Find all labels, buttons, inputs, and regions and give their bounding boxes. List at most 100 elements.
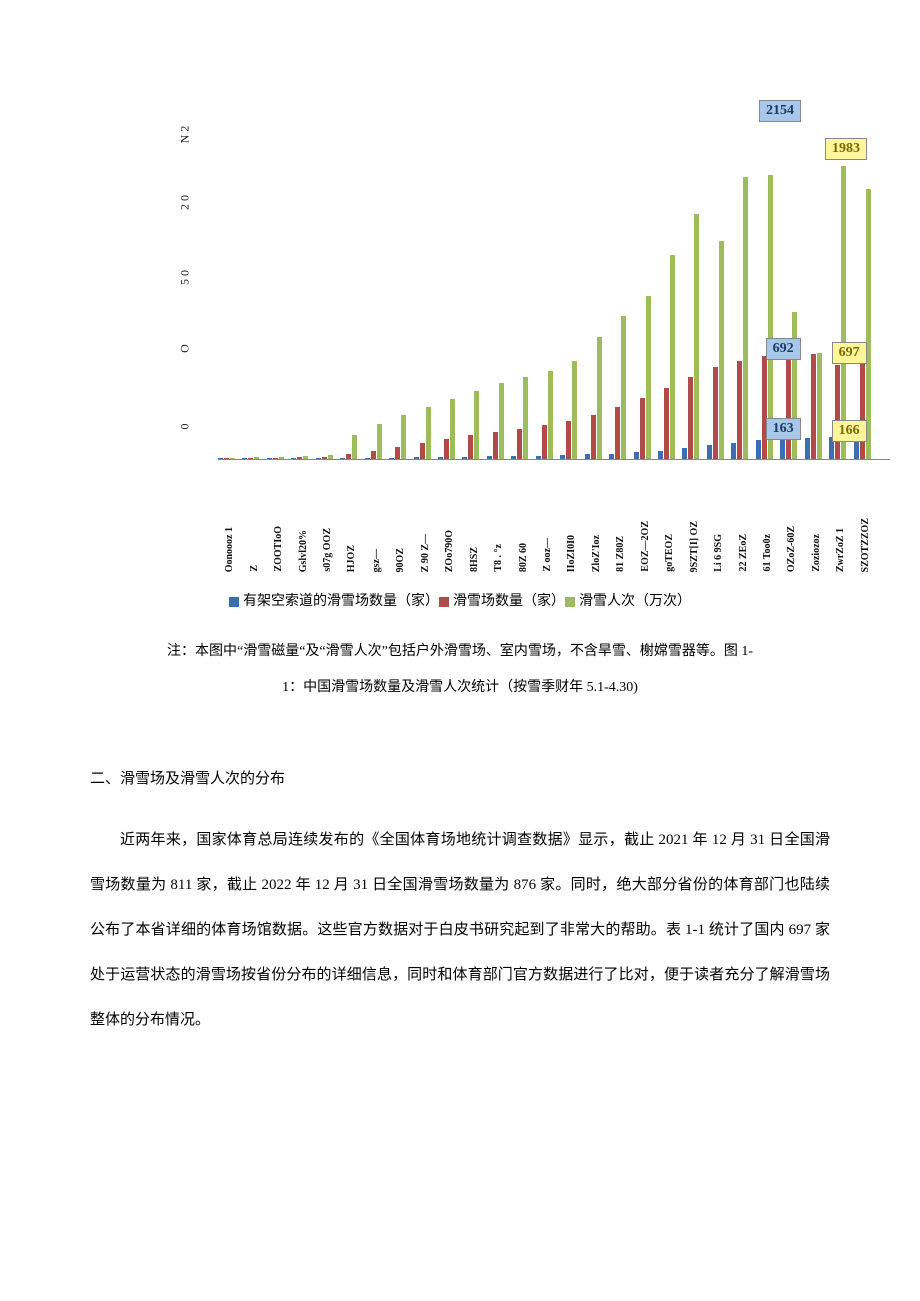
bar — [273, 458, 278, 459]
bar — [713, 367, 718, 459]
bar — [591, 415, 596, 459]
bar — [523, 377, 528, 459]
bar — [817, 353, 822, 459]
bar — [462, 457, 467, 459]
y-tick: O — [178, 334, 193, 364]
bar — [658, 451, 663, 459]
bar — [444, 439, 449, 459]
bar — [860, 364, 865, 459]
bar-group — [389, 415, 409, 459]
bar — [585, 454, 590, 459]
x-label: Gslvl20% — [298, 530, 309, 572]
bar — [316, 458, 321, 459]
x-label: goTEOZ — [664, 534, 675, 572]
y-tick: 5 0 — [178, 262, 193, 292]
bar — [340, 458, 345, 459]
legend-swatch — [439, 597, 449, 607]
x-label: Li 6 9SG — [713, 534, 724, 572]
bar — [303, 456, 308, 459]
bar — [536, 456, 541, 459]
bar — [279, 457, 284, 459]
bar — [352, 435, 357, 459]
y-axis: N 22 05 0O0 — [170, 120, 210, 460]
bar — [401, 415, 406, 459]
bar — [377, 424, 382, 459]
bar — [786, 353, 791, 459]
bar-group — [805, 353, 825, 459]
ski-chart: N 22 05 0O0 Oonoooz 1ZZOOTIoOGslvl20%s07… — [170, 120, 890, 500]
x-label: IIoZI0I0 — [566, 535, 577, 572]
bar — [682, 448, 687, 459]
bar — [426, 407, 431, 459]
legend-label: 滑雪人次（万次） — [579, 594, 691, 609]
bar — [438, 457, 443, 459]
bar — [248, 458, 253, 459]
bar — [224, 458, 229, 459]
bar-group — [462, 391, 482, 459]
bar — [835, 365, 840, 459]
bar — [242, 458, 247, 459]
x-label: 80Z 60 — [518, 543, 529, 572]
bar — [731, 443, 736, 459]
bar-group — [585, 337, 605, 459]
bar — [328, 455, 333, 459]
bar — [517, 429, 522, 459]
x-label: Zoziozoz — [811, 534, 822, 572]
bar-group — [536, 371, 556, 459]
x-label: Z 90 Z— — [420, 534, 431, 572]
bar-group — [634, 296, 654, 459]
bar — [640, 398, 645, 459]
legend-label: 滑雪场数量（家） — [453, 594, 565, 609]
x-label: Z ooz— — [542, 538, 553, 572]
bar — [291, 458, 296, 459]
bar — [420, 443, 425, 459]
legend-swatch — [565, 597, 575, 607]
x-label: SZOTZZOZ — [860, 518, 871, 572]
bar — [548, 371, 553, 459]
bar — [371, 451, 376, 459]
x-label: EOZ—2OZ — [640, 521, 651, 572]
bar-group — [242, 457, 262, 459]
x-label: 22 ZEoZ — [738, 534, 749, 572]
bar — [414, 457, 419, 459]
bar — [346, 454, 351, 459]
bar — [218, 458, 223, 459]
bar — [474, 391, 479, 459]
x-label: 61 Too0z — [762, 534, 773, 572]
bar — [646, 296, 651, 459]
bar-group — [731, 177, 751, 459]
bar-group — [658, 255, 678, 459]
x-label: ZloZ'Ioz — [591, 535, 602, 572]
bar-group — [414, 407, 434, 459]
bar-group — [780, 312, 800, 459]
bar — [615, 407, 620, 459]
x-label: 81 Z80Z — [615, 536, 626, 572]
bar — [768, 175, 773, 459]
y-tick: N 2 — [178, 119, 193, 149]
bar — [743, 177, 748, 459]
bar — [792, 312, 797, 459]
bar — [694, 214, 699, 459]
bar — [389, 458, 394, 459]
y-tick: 0 — [178, 412, 193, 442]
bar-group — [438, 399, 458, 459]
x-label: OZoZ-60Z — [786, 526, 797, 572]
bar — [756, 440, 761, 459]
bar — [664, 388, 669, 459]
bar — [267, 458, 272, 459]
bar-group — [560, 361, 580, 459]
bar — [634, 452, 639, 459]
bar — [566, 421, 571, 459]
bar — [707, 445, 712, 459]
plot-area — [218, 120, 890, 460]
bar — [560, 455, 565, 459]
x-label: ZOOTIoO — [273, 526, 284, 572]
bar — [609, 454, 614, 459]
legend-swatch — [229, 597, 239, 607]
bar — [572, 361, 577, 459]
bar-group — [829, 166, 849, 459]
x-label: Oonoooz 1 — [224, 527, 235, 572]
bar — [487, 456, 492, 459]
value-callout: 2154 — [759, 100, 801, 122]
bar — [322, 457, 327, 459]
